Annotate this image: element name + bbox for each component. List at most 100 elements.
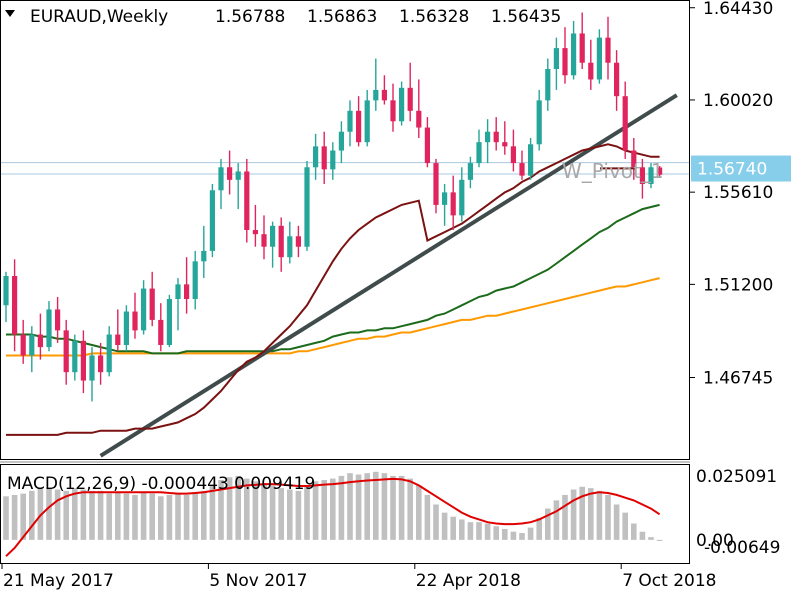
price-tick-label: 1.51200: [703, 275, 773, 295]
candle-body: [261, 234, 267, 247]
macd-histogram-bar: [416, 485, 422, 540]
macd-histogram-bar: [536, 518, 542, 540]
candle-body: [55, 309, 61, 331]
macd-histogram-bar: [11, 494, 18, 540]
candle-body: [596, 37, 602, 80]
macd-histogram-bar: [579, 486, 585, 540]
candle-body: [192, 261, 198, 299]
macd-histogram-bar: [562, 494, 568, 540]
candle-body: [485, 131, 491, 143]
macd-histogram-bar: [553, 500, 560, 540]
macd-signal-line: [5, 477, 661, 557]
macd-histogram-bar: [123, 493, 130, 540]
candle-body: [588, 62, 594, 80]
chart-symbol: EURAUD,Weekly: [30, 7, 168, 27]
macd-histogram-bar: [622, 512, 628, 540]
price-tick-label: 1.64430: [703, 0, 773, 19]
candle-body: [648, 167, 654, 184]
macd-histogram-bar: [149, 493, 155, 540]
candle-body: [313, 146, 319, 168]
candle-body: [571, 33, 577, 76]
price-pane: [1, 12, 689, 458]
candle-body: [424, 127, 430, 164]
macd-histogram-bar: [355, 474, 362, 540]
candle-body: [20, 334, 26, 356]
candle-body: [278, 225, 284, 258]
macd-histogram-bar: [484, 523, 491, 540]
macd-histogram-bar: [381, 473, 388, 540]
macd-pane: [3, 471, 663, 557]
main-pane-frame: [0, 0, 690, 460]
candle-body: [330, 150, 336, 170]
macd-histogram-bar: [648, 537, 654, 540]
macd-histogram-bar: [106, 493, 112, 540]
macd-histogram-bar: [656, 539, 663, 541]
macd-histogram-bar: [80, 489, 87, 540]
macd-histogram-bar: [605, 494, 611, 540]
macd-histogram-bar: [527, 527, 534, 540]
candle-body: [235, 171, 241, 180]
candle-body: [12, 276, 18, 335]
candle-body: [614, 62, 620, 97]
macd-histogram-bar: [29, 490, 35, 540]
candle-body: [184, 284, 190, 299]
candle-body: [321, 146, 327, 170]
macd-histogram-bar: [493, 526, 499, 540]
candle-body: [467, 163, 473, 180]
ohlc-close: 1.56435: [491, 7, 561, 27]
macd-histogram-bar: [639, 531, 646, 540]
macd-histogram-bar: [424, 494, 431, 540]
macd-histogram-bar: [72, 488, 78, 540]
price-tick-label: 1.46745: [703, 369, 773, 389]
macd-histogram-bar: [407, 478, 413, 540]
macd-histogram-bar: [545, 508, 551, 540]
candle-body: [98, 355, 104, 373]
macd-histogram-bar: [570, 489, 577, 540]
macd-pane-frame: [0, 464, 690, 564]
candle-body: [381, 89, 387, 101]
macd-histogram-bar: [588, 488, 594, 540]
dropdown-triangle-icon[interactable]: [5, 10, 15, 17]
candle-body: [29, 334, 35, 356]
candle-body: [536, 100, 542, 145]
candle-body: [433, 163, 439, 205]
candle-body: [631, 150, 637, 168]
candle-body: [502, 142, 508, 147]
candle-body: [476, 142, 482, 164]
candle-body: [72, 340, 78, 373]
candle-body: [218, 167, 224, 191]
macd-tick-label: 0.025091: [696, 467, 777, 487]
macd-histogram-bar: [519, 533, 525, 540]
candle-body: [510, 146, 516, 164]
macd-histogram-bar: [364, 473, 370, 540]
macd-histogram-bar: [450, 516, 456, 540]
macd-histogram-bar: [321, 479, 327, 540]
ohlc-open: 1.56788: [215, 7, 285, 27]
candle-body: [390, 100, 396, 122]
macd-histogram-bar: [596, 490, 603, 540]
current-price-tag: [691, 155, 791, 182]
macd-tick-label: -0.00649: [704, 538, 780, 558]
pivot-label: W_Pivot_1: [562, 159, 664, 183]
macd-histogram-bar: [201, 490, 207, 540]
macd-axis: 0.025091 0.00-0.00649: [696, 467, 780, 558]
candle-body: [132, 311, 138, 331]
candle-body: [37, 334, 43, 348]
macd-histogram-bar: [373, 471, 379, 540]
macd-histogram-bar: [192, 493, 198, 540]
candle-body: [442, 192, 448, 205]
candle-body: [416, 110, 422, 128]
candle-body: [141, 288, 147, 331]
trendline: [99, 93, 678, 458]
macd-histogram-bar: [390, 475, 396, 540]
candle-body: [149, 288, 155, 320]
candle-body: [450, 192, 456, 216]
moving-average-orange: [6, 277, 660, 357]
candle-body: [373, 89, 379, 101]
candle-body: [244, 171, 250, 230]
candle-body: [201, 250, 207, 262]
candle-body: [304, 167, 310, 247]
candle-body: [657, 167, 663, 175]
macd-histogram-bar: [398, 475, 405, 540]
